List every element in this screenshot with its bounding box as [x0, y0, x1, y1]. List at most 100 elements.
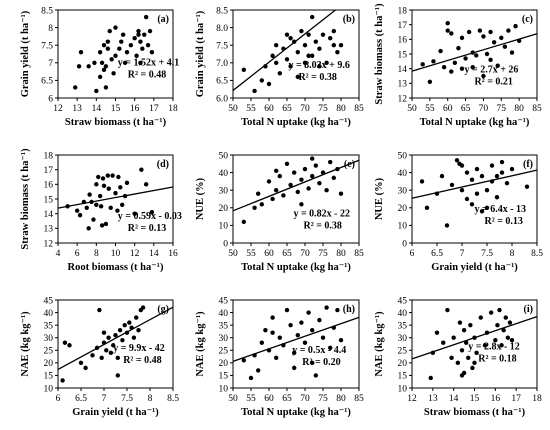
data-point [469, 202, 475, 207]
data-point [456, 45, 461, 51]
data-point [424, 205, 430, 210]
data-point [331, 28, 336, 34]
data-point [299, 202, 304, 207]
data-point [505, 335, 511, 340]
data-point [438, 48, 443, 54]
data-point [97, 307, 102, 313]
data-point [274, 168, 279, 174]
x-tick-label: 80 [336, 104, 346, 114]
data-point [84, 205, 89, 210]
data-point [310, 327, 315, 333]
data-point [60, 378, 65, 383]
data-point [495, 322, 500, 328]
x-axis-label: Total N uptake (kg ha⁻¹) [241, 407, 351, 418]
x-tick-label: 4 [56, 249, 61, 259]
x-tick-label: 17 [149, 104, 159, 114]
data-point [86, 226, 91, 231]
data-point [117, 46, 122, 51]
data-point [270, 315, 275, 320]
data-point [143, 14, 149, 20]
data-point [494, 195, 500, 200]
y-tick-label: 6.5 [41, 77, 53, 87]
data-point [83, 365, 88, 371]
y-tick-label: 18 [398, 6, 408, 16]
data-point [108, 205, 113, 210]
data-point [113, 53, 118, 58]
data-point [106, 186, 111, 191]
data-point [445, 307, 450, 313]
data-point [310, 156, 315, 161]
data-point [459, 188, 465, 193]
data-point [509, 166, 515, 172]
data-point [134, 315, 139, 320]
data-point [115, 373, 121, 378]
x-tick-label: 80 [336, 249, 346, 259]
data-point [338, 191, 344, 196]
x-tick-label: 6 [56, 394, 61, 404]
data-point [317, 64, 322, 69]
data-point [302, 60, 308, 65]
data-point [499, 35, 504, 41]
y-tick-label: 15 [44, 195, 54, 205]
y-axis-label: NAE (kg kg⁻¹) [195, 311, 206, 377]
data-point [110, 173, 115, 178]
y-tick-label: 10 [398, 222, 408, 232]
y-tick-label: 40 [398, 309, 408, 319]
y-tick-label: 20 [219, 359, 229, 369]
y-tick-label: 7.5 [41, 42, 53, 52]
x-tick-label: 12 [130, 249, 140, 259]
data-point [451, 335, 456, 340]
data-point [274, 60, 279, 65]
x-tick-label: 18 [168, 104, 178, 114]
data-point [115, 355, 121, 361]
data-point [101, 43, 107, 48]
regression-equation: y = 9.9x - 42 [113, 343, 165, 354]
y-axis-label: NUE (%) [374, 177, 385, 220]
y-tick-label: 20 [219, 204, 229, 214]
data-point [115, 208, 120, 213]
x-tick-label: 75 [318, 394, 328, 404]
data-point [288, 182, 293, 188]
plot-frame [232, 9, 360, 99]
data-point [111, 343, 116, 348]
data-point [459, 348, 465, 353]
y-tick-label: 6 [48, 94, 53, 104]
data-point [118, 185, 123, 190]
data-point [449, 31, 454, 36]
data-point [310, 360, 315, 366]
panel-i: 12 13 14 15 16 17 18 10 15 20 25 30 35 40 45 Straw biom… [374, 296, 542, 418]
y-tick-label: 25 [219, 347, 229, 357]
data-point [104, 348, 109, 353]
y-tick-label: 30 [44, 334, 54, 344]
x-tick-label: 7 [460, 249, 465, 259]
data-point [122, 60, 128, 65]
x-axis-label: Straw biomass (t ha⁻¹) [424, 407, 526, 418]
data-point [105, 173, 111, 178]
data-point [62, 340, 68, 345]
x-tick-label: 75 [497, 104, 507, 114]
plot-frame [411, 154, 538, 244]
y-axis-label: Grain yield (t ha⁻¹) [20, 10, 31, 97]
panel-a: 12 13 14 15 16 17 18 6 6.5 7 7.5 8 8.5 Straw biomass … [20, 6, 179, 128]
data-point [256, 368, 261, 373]
data-point [107, 28, 112, 34]
data-point [464, 196, 470, 202]
data-point [463, 56, 468, 61]
x-axis-label: Root biomass (t ha⁻¹) [68, 262, 164, 273]
x-tick-label: 8 [510, 249, 515, 259]
panel-label: (i) [524, 304, 533, 315]
regression-line [57, 306, 174, 370]
data-point [139, 167, 144, 172]
y-tick-label: 40 [219, 169, 229, 179]
x-tick-label: 7 [102, 394, 107, 404]
data-point [481, 34, 486, 39]
data-point [98, 204, 104, 209]
data-point [509, 338, 515, 343]
data-point [449, 182, 455, 188]
panel-f: 6 6.5 7 7.5 8 8.5 0 10 20 30 40 50 Grain yield (t ha… [374, 151, 543, 273]
y-tick-label: 12 [44, 239, 54, 249]
data-point [454, 158, 460, 163]
data-point [472, 360, 477, 366]
data-point [313, 373, 318, 378]
y-tick-label: 35 [398, 321, 408, 331]
